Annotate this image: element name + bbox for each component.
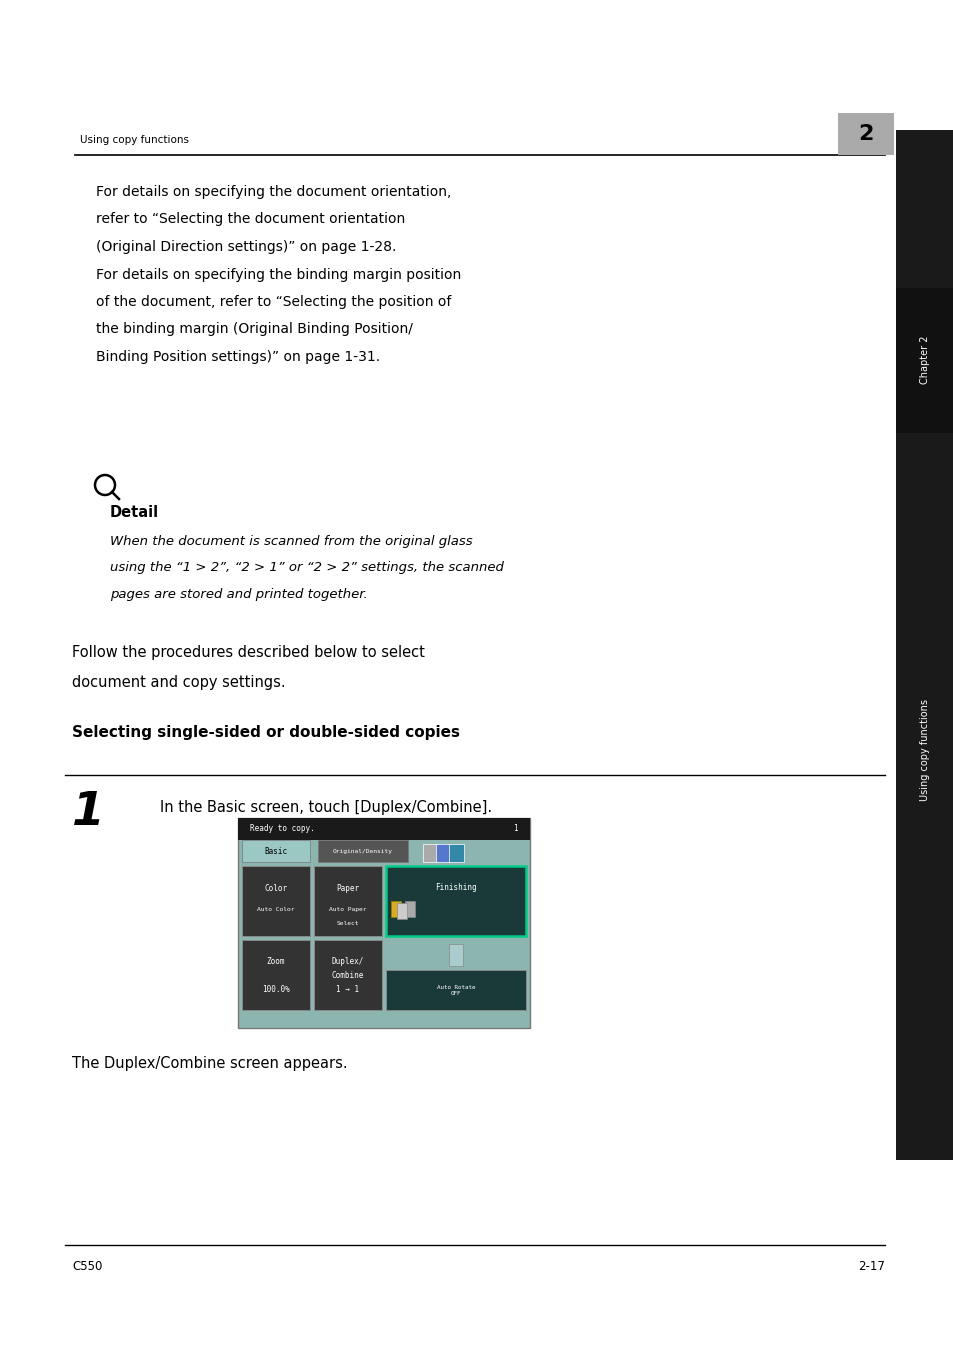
- Text: Select: Select: [336, 921, 359, 926]
- Bar: [391, 900, 400, 917]
- Text: Using copy functions: Using copy functions: [80, 135, 189, 144]
- Text: Basic: Basic: [264, 846, 287, 856]
- Text: Finishing: Finishing: [435, 883, 476, 891]
- Text: Follow the procedures described below to select: Follow the procedures described below to…: [71, 645, 424, 660]
- Bar: [895, 288, 953, 433]
- Text: C550: C550: [71, 1260, 102, 1273]
- Text: Binding Position settings)” on page 1-31.: Binding Position settings)” on page 1-31…: [96, 350, 379, 365]
- Bar: [314, 940, 381, 1010]
- Bar: [405, 900, 415, 917]
- Bar: [242, 940, 310, 1010]
- Text: 1: 1: [513, 825, 517, 833]
- Bar: [837, 113, 893, 155]
- Text: of the document, refer to “Selecting the position of: of the document, refer to “Selecting the…: [96, 296, 451, 309]
- Text: refer to “Selecting the document orientation: refer to “Selecting the document orienta…: [96, 212, 405, 227]
- Text: Color: Color: [264, 884, 287, 892]
- Text: document and copy settings.: document and copy settings.: [71, 675, 285, 690]
- Text: Auto Color: Auto Color: [257, 907, 294, 911]
- Text: the binding margin (Original Binding Position/: the binding margin (Original Binding Pos…: [96, 323, 413, 336]
- Bar: [386, 971, 525, 1010]
- Text: using the “1 > 2”, “2 > 1” or “2 > 2” settings, the scanned: using the “1 > 2”, “2 > 1” or “2 > 2” se…: [110, 562, 503, 575]
- Text: Detail: Detail: [110, 505, 159, 520]
- Text: Auto Rotate
OFF: Auto Rotate OFF: [436, 986, 475, 996]
- Bar: [449, 844, 463, 863]
- Bar: [314, 865, 381, 936]
- Text: For details on specifying the document orientation,: For details on specifying the document o…: [96, 185, 451, 198]
- Text: Combine: Combine: [332, 971, 364, 980]
- Text: 1: 1: [71, 790, 105, 836]
- Bar: [895, 130, 953, 1160]
- Text: Using copy functions: Using copy functions: [919, 699, 929, 801]
- Text: Selecting single-sided or double-sided copies: Selecting single-sided or double-sided c…: [71, 725, 459, 740]
- Bar: [396, 903, 407, 919]
- Text: Original/Density: Original/Density: [333, 849, 393, 853]
- Bar: [317, 840, 408, 863]
- Bar: [436, 844, 451, 863]
- Text: (Original Direction settings)” on page 1-28.: (Original Direction settings)” on page 1…: [96, 240, 395, 254]
- Bar: [242, 865, 310, 936]
- Bar: [386, 865, 525, 936]
- Text: 1 → 1: 1 → 1: [336, 984, 359, 994]
- Bar: [242, 840, 310, 863]
- Text: For details on specifying the binding margin position: For details on specifying the binding ma…: [96, 267, 460, 282]
- Text: 100.0%: 100.0%: [262, 984, 290, 994]
- Text: In the Basic screen, touch [Duplex/Combine].: In the Basic screen, touch [Duplex/Combi…: [160, 801, 492, 815]
- Bar: [237, 818, 530, 1027]
- Text: Duplex/: Duplex/: [332, 957, 364, 965]
- Text: Zoom: Zoom: [267, 957, 285, 965]
- Text: Ready to copy.: Ready to copy.: [250, 825, 314, 833]
- Text: Paper: Paper: [336, 884, 359, 892]
- Bar: [237, 818, 530, 840]
- Text: When the document is scanned from the original glass: When the document is scanned from the or…: [110, 535, 472, 548]
- Bar: [422, 844, 437, 863]
- Text: The Duplex/Combine screen appears.: The Duplex/Combine screen appears.: [71, 1056, 347, 1071]
- Text: 2-17: 2-17: [858, 1260, 884, 1273]
- Text: Auto Paper: Auto Paper: [329, 907, 366, 911]
- Bar: [449, 944, 462, 967]
- Text: 2: 2: [858, 124, 873, 144]
- Text: pages are stored and printed together.: pages are stored and printed together.: [110, 589, 367, 601]
- Text: Chapter 2: Chapter 2: [919, 336, 929, 385]
